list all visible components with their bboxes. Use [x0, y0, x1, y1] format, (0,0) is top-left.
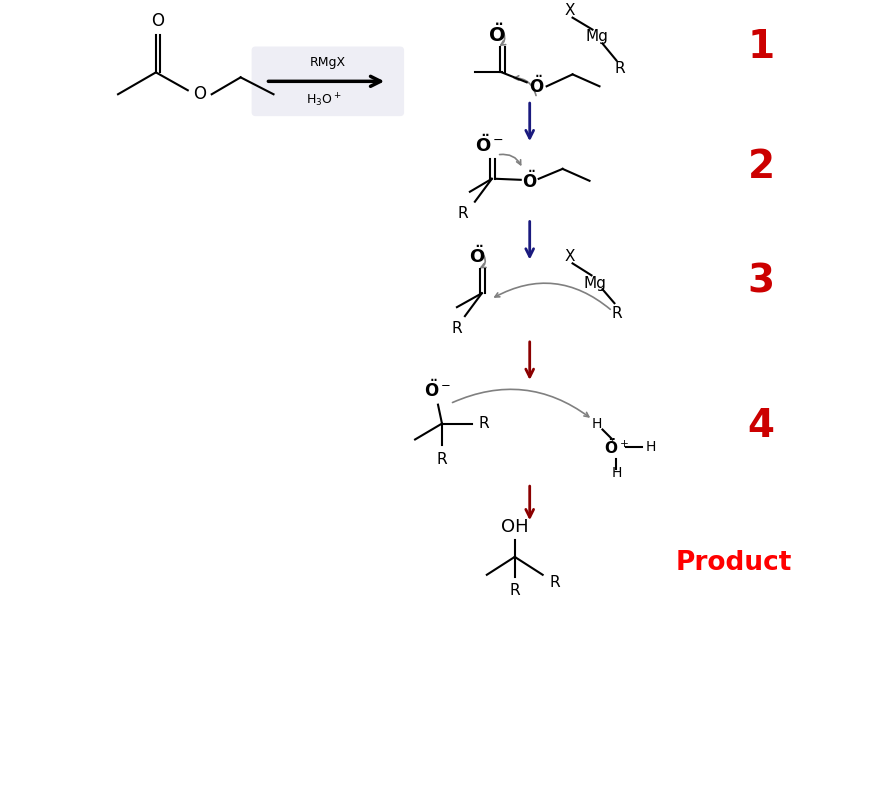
- Text: R: R: [614, 61, 625, 76]
- FancyArrowPatch shape: [514, 76, 536, 96]
- Text: Mg: Mg: [583, 276, 606, 291]
- Text: OH: OH: [501, 518, 528, 536]
- Text: 4: 4: [747, 407, 774, 444]
- Text: H: H: [645, 440, 656, 455]
- Text: R: R: [436, 452, 447, 467]
- FancyArrowPatch shape: [526, 486, 533, 517]
- Text: 1: 1: [747, 28, 774, 67]
- Text: Product: Product: [676, 550, 792, 576]
- Text: $\mathbf{\ddot{O}}^+$: $\mathbf{\ddot{O}}^+$: [604, 437, 629, 457]
- FancyArrowPatch shape: [452, 390, 588, 417]
- Text: 2: 2: [747, 148, 774, 186]
- FancyArrowPatch shape: [526, 342, 533, 377]
- Text: R: R: [451, 320, 462, 336]
- FancyArrowPatch shape: [268, 76, 381, 86]
- Text: $\mathbf{\ddot{O}}^-$: $\mathbf{\ddot{O}}^-$: [424, 380, 451, 402]
- FancyArrowPatch shape: [526, 221, 533, 257]
- Text: $\mathbf{\ddot{O}}$: $\mathbf{\ddot{O}}$: [529, 76, 545, 97]
- Text: $\mathbf{\ddot{O}}^-$: $\mathbf{\ddot{O}}^-$: [475, 134, 505, 155]
- Text: H: H: [611, 466, 622, 481]
- FancyArrowPatch shape: [495, 283, 610, 309]
- Text: $\mathbf{\ddot{O}}$: $\mathbf{\ddot{O}}$: [488, 23, 505, 46]
- FancyArrowPatch shape: [501, 33, 505, 45]
- Text: 3: 3: [747, 262, 774, 300]
- Text: R: R: [510, 583, 520, 598]
- Text: $\mathbf{\ddot{O}}$: $\mathbf{\ddot{O}}$: [469, 246, 485, 267]
- Text: Mg: Mg: [585, 29, 608, 44]
- Text: O: O: [151, 11, 164, 30]
- Text: R: R: [611, 306, 622, 320]
- Text: R: R: [478, 416, 489, 431]
- Text: R: R: [457, 206, 468, 221]
- Text: X: X: [564, 249, 574, 264]
- Text: R: R: [549, 576, 560, 590]
- Text: H$_3$O$^+$: H$_3$O$^+$: [306, 92, 341, 109]
- Text: O: O: [193, 85, 206, 103]
- FancyArrowPatch shape: [526, 103, 533, 138]
- Text: X: X: [564, 3, 574, 19]
- FancyArrowPatch shape: [499, 155, 520, 165]
- Text: RMgX: RMgX: [309, 56, 346, 69]
- Text: $\mathbf{\ddot{O}}$: $\mathbf{\ddot{O}}$: [522, 171, 538, 192]
- Text: H: H: [591, 416, 601, 431]
- FancyBboxPatch shape: [251, 47, 404, 116]
- FancyArrowPatch shape: [481, 256, 486, 267]
